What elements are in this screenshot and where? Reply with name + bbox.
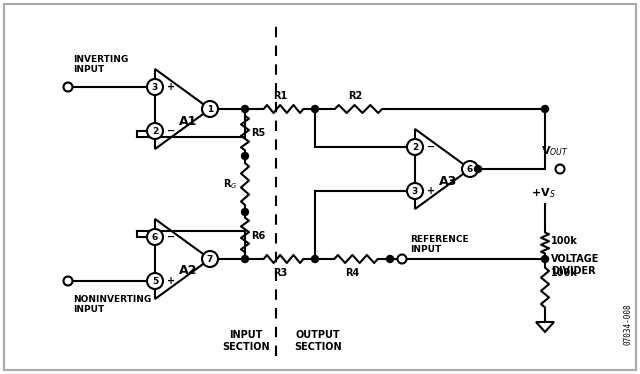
Circle shape xyxy=(147,123,163,139)
Circle shape xyxy=(407,139,423,155)
Circle shape xyxy=(147,79,163,95)
Circle shape xyxy=(474,166,481,172)
Circle shape xyxy=(397,254,406,264)
Text: 100k: 100k xyxy=(551,236,578,246)
Text: OUTPUT
SECTION: OUTPUT SECTION xyxy=(294,330,342,352)
Text: 6: 6 xyxy=(467,165,473,174)
Text: R4: R4 xyxy=(346,268,360,278)
Text: 07034-008: 07034-008 xyxy=(623,303,632,345)
Text: +V$_S$: +V$_S$ xyxy=(531,186,556,200)
Text: 3: 3 xyxy=(152,83,158,92)
Text: A3: A3 xyxy=(439,175,457,187)
Text: 2: 2 xyxy=(412,142,418,151)
Text: +: + xyxy=(427,186,435,196)
Text: +: + xyxy=(167,82,175,92)
Circle shape xyxy=(63,83,72,92)
Circle shape xyxy=(241,255,248,263)
Circle shape xyxy=(312,105,319,113)
Text: 6: 6 xyxy=(152,233,158,242)
Text: 2: 2 xyxy=(152,126,158,135)
Text: 3: 3 xyxy=(412,187,418,196)
Text: V$_{OUT}$: V$_{OUT}$ xyxy=(541,144,569,158)
Text: INPUT
SECTION: INPUT SECTION xyxy=(222,330,270,352)
Circle shape xyxy=(541,255,548,263)
Circle shape xyxy=(541,105,548,113)
Text: REFERENCE
INPUT: REFERENCE INPUT xyxy=(410,234,468,254)
FancyBboxPatch shape xyxy=(4,4,636,370)
Text: A1: A1 xyxy=(179,114,197,128)
Text: +: + xyxy=(167,276,175,286)
Circle shape xyxy=(202,101,218,117)
Circle shape xyxy=(241,105,248,113)
Text: 5: 5 xyxy=(152,276,158,285)
Text: −: − xyxy=(427,142,435,152)
Text: R5: R5 xyxy=(251,128,265,138)
Text: 7: 7 xyxy=(207,254,213,264)
Text: 1: 1 xyxy=(207,104,213,113)
Text: INVERTING
INPUT: INVERTING INPUT xyxy=(73,55,128,74)
Text: A2: A2 xyxy=(179,264,197,278)
Circle shape xyxy=(147,273,163,289)
Text: R1: R1 xyxy=(273,91,287,101)
Text: NONINVERTING
INPUT: NONINVERTING INPUT xyxy=(73,295,151,315)
Circle shape xyxy=(241,208,248,215)
Circle shape xyxy=(387,255,394,263)
Text: R6: R6 xyxy=(251,230,265,240)
Text: −: − xyxy=(167,126,175,136)
Text: 100k: 100k xyxy=(551,268,578,278)
Circle shape xyxy=(556,165,564,174)
Text: −: − xyxy=(167,232,175,242)
Circle shape xyxy=(147,229,163,245)
Text: R$_G$: R$_G$ xyxy=(223,177,237,191)
Circle shape xyxy=(241,153,248,159)
Circle shape xyxy=(312,255,319,263)
Circle shape xyxy=(407,183,423,199)
Circle shape xyxy=(63,276,72,285)
Text: VOLTAGE
DIVIDER: VOLTAGE DIVIDER xyxy=(551,254,600,276)
Circle shape xyxy=(202,251,218,267)
Circle shape xyxy=(462,161,478,177)
Text: R3: R3 xyxy=(273,268,287,278)
Text: R2: R2 xyxy=(348,91,362,101)
